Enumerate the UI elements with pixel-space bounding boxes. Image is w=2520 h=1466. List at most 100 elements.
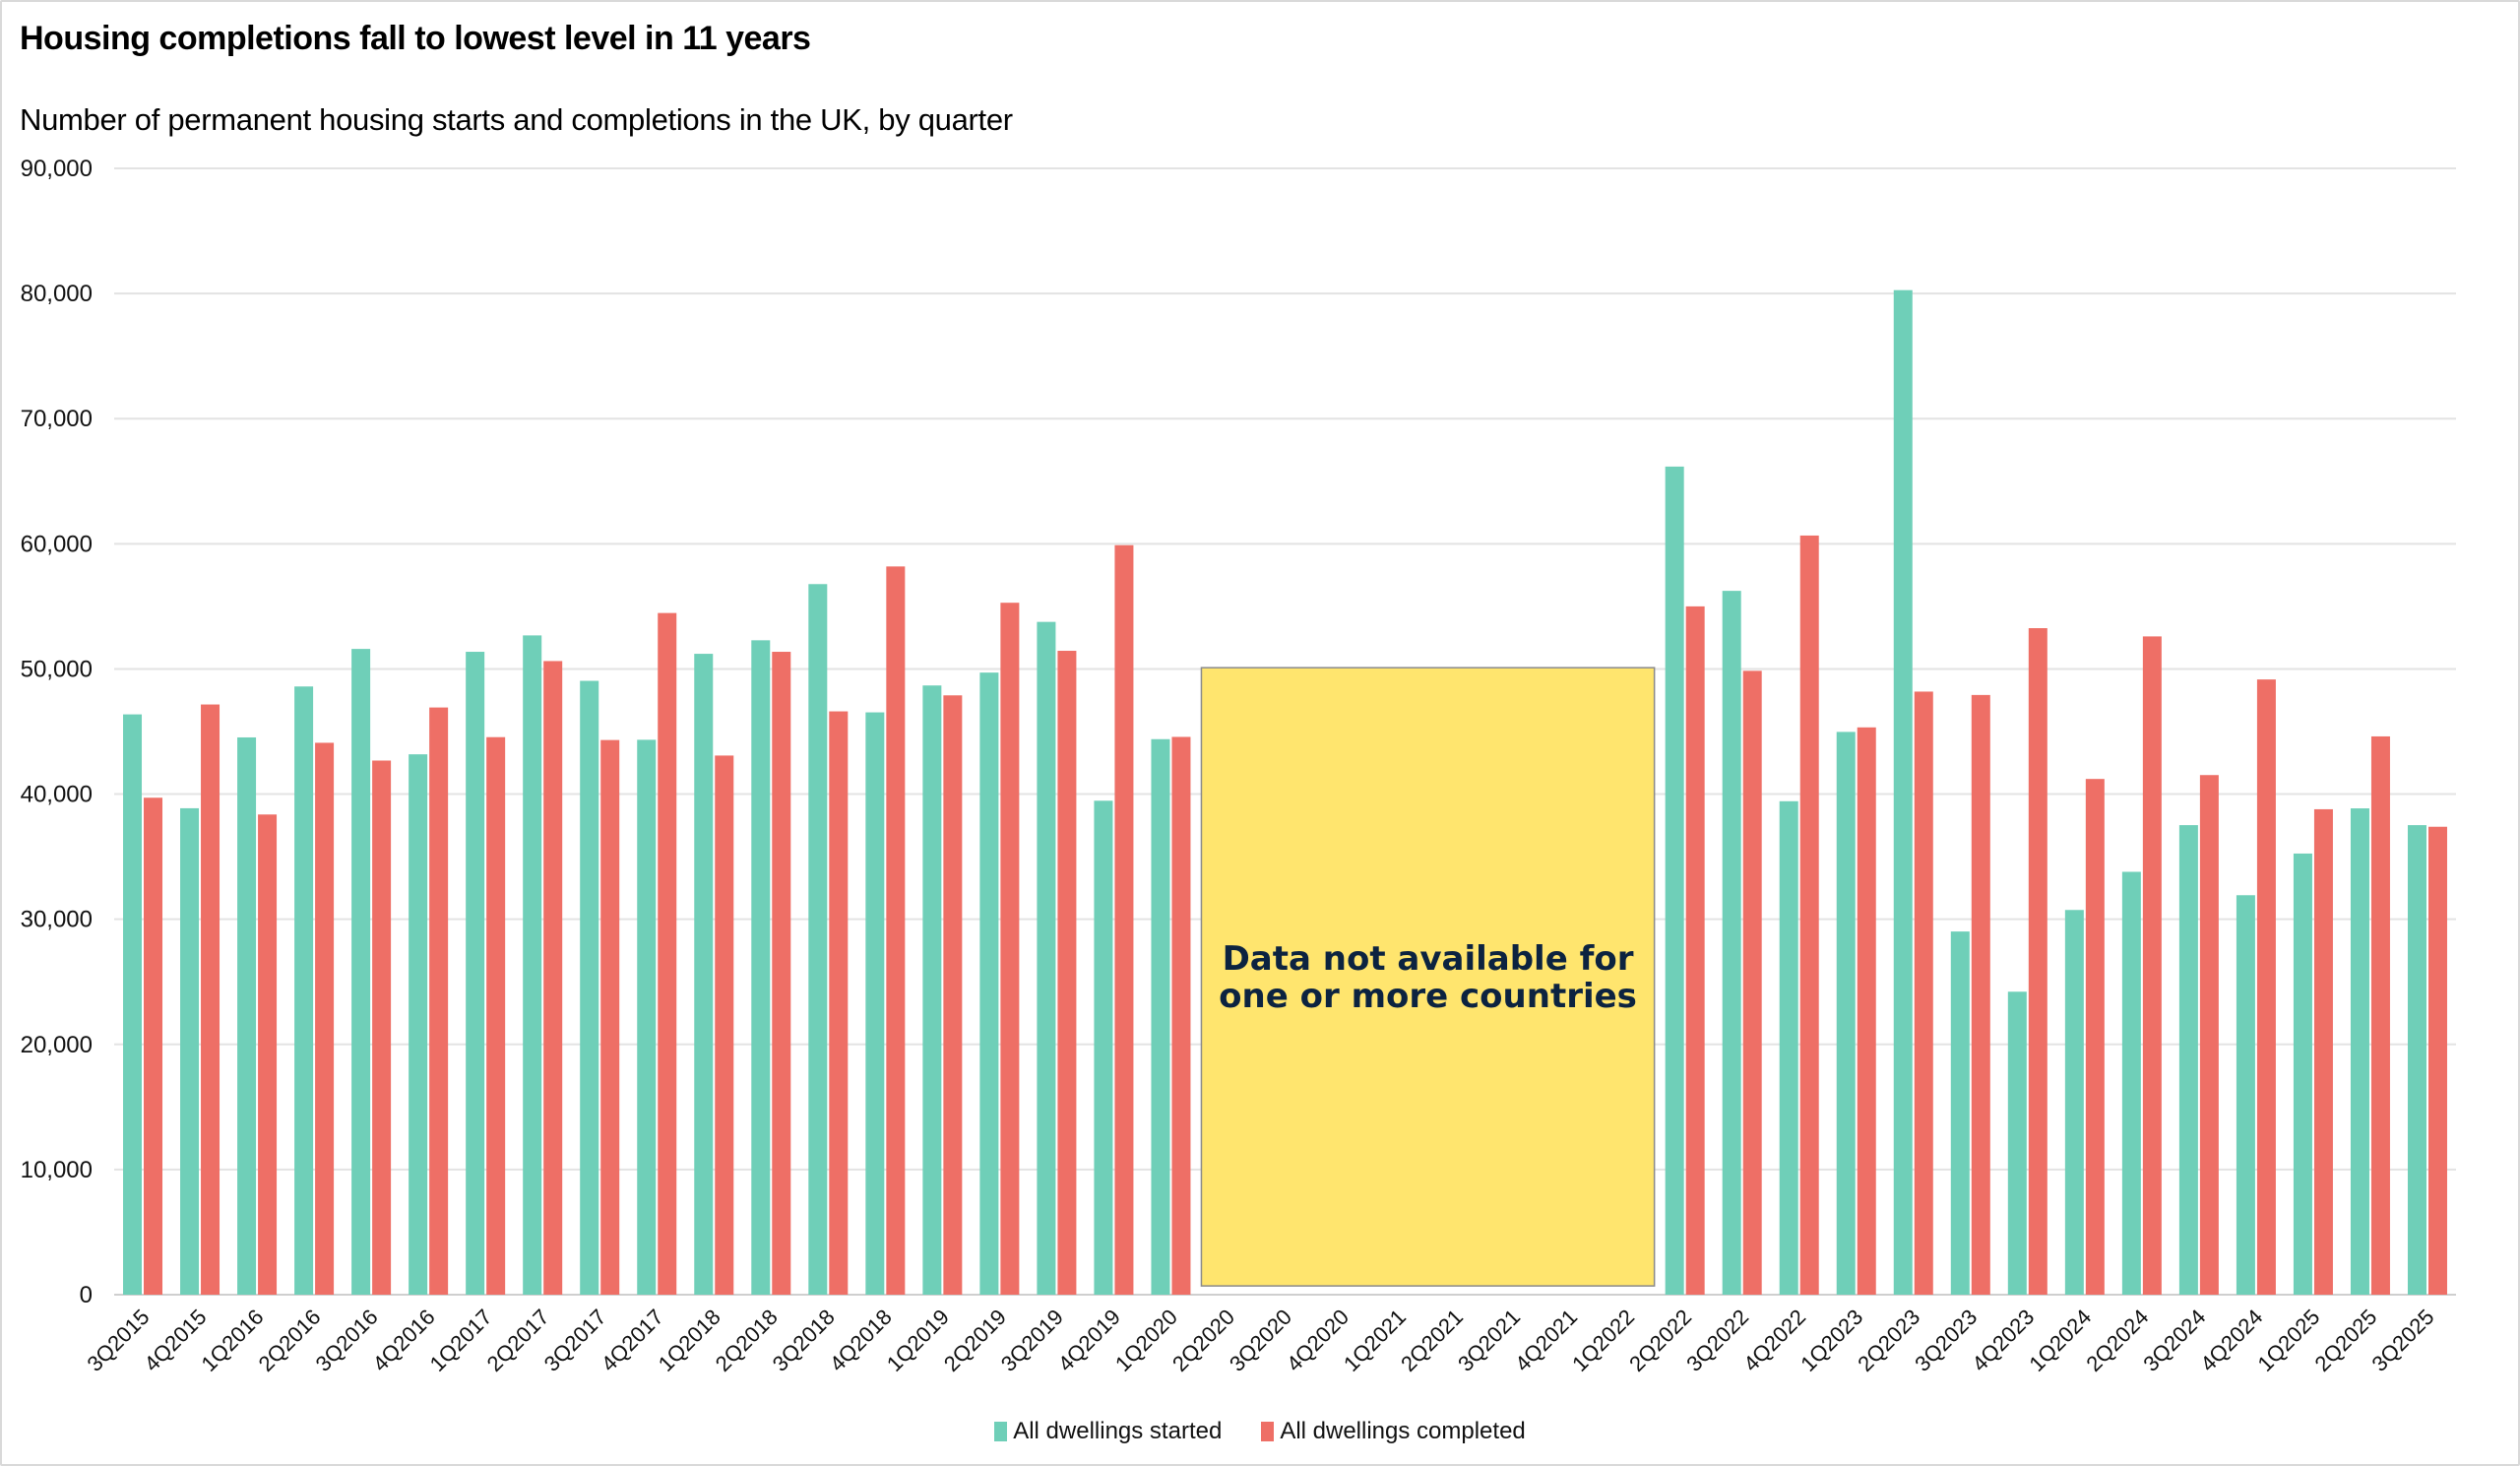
bar-completed[interactable] [2313,808,2333,1295]
bar-completed[interactable] [1685,606,1705,1295]
x-tick-label: 3Q2024 [2138,1305,2210,1376]
bar-completed[interactable] [486,736,506,1295]
bar-completed[interactable] [1914,691,1933,1295]
bar-completed[interactable] [2028,628,2048,1295]
x-tick-label: 4Q2021 [1510,1305,1582,1376]
bar-started[interactable] [2293,853,2312,1295]
bar-completed[interactable] [1171,736,1191,1295]
y-axis-ticks: 0 10,000 20,000 30,000 40,000 50,000 60,000 70,… [21,156,93,1308]
bar-completed[interactable] [2370,735,2390,1295]
bar-started[interactable] [2178,825,2198,1295]
bar-completed[interactable] [1971,694,1990,1295]
bar-started[interactable] [2350,808,2369,1295]
x-tick-label: 2Q2016 [254,1305,326,1376]
bar-started[interactable] [1037,621,1056,1295]
bar-started[interactable] [979,672,999,1295]
bar-started[interactable] [694,654,714,1295]
bar-started[interactable] [1893,289,1913,1296]
bar-started[interactable] [1665,466,1684,1296]
bar-completed[interactable] [2199,775,2219,1295]
x-tick-label: 2Q2024 [2081,1305,2153,1376]
bar-started[interactable] [1722,591,1741,1295]
x-tick-label: 3Q2015 [83,1305,155,1376]
x-tick-label: 2Q2020 [1167,1305,1239,1376]
x-tick-label: 1Q2017 [425,1305,497,1376]
chart-subtitle: Number of permanent housing starts and c… [20,102,1013,137]
bar-completed[interactable] [429,707,449,1295]
x-tick-label: 4Q2015 [140,1305,212,1376]
x-tick-label: 4Q2019 [1053,1305,1125,1376]
bar-started[interactable] [351,649,371,1295]
bar-started[interactable] [808,584,828,1295]
bar-completed[interactable] [1057,651,1077,1295]
bar-completed[interactable] [1114,544,1134,1295]
bar-started[interactable] [2121,871,2141,1295]
bar-completed[interactable] [315,742,335,1295]
legend-label-started: All dwellings started [1013,1418,1223,1444]
bar-started[interactable] [2007,991,2027,1295]
bar-completed[interactable] [772,652,791,1295]
bar-started[interactable] [580,680,599,1295]
y-tick-label: 20,000 [21,1032,93,1058]
bar-started[interactable] [180,807,200,1295]
bar-started[interactable] [409,754,428,1295]
x-tick-label: 2Q2023 [1853,1305,1924,1376]
x-tick-label: 4Q2022 [1738,1305,1810,1376]
x-tick-label: 1Q2019 [882,1305,954,1376]
bar-completed[interactable] [2085,779,2105,1295]
y-tick-label: 90,000 [21,156,93,182]
bar-completed[interactable] [372,760,392,1295]
legend-item-completed[interactable]: All dwellings completed [1261,1418,1526,1445]
bar-started[interactable] [1094,800,1113,1295]
bar-started[interactable] [1836,732,1856,1295]
bar-started[interactable] [1950,931,1970,1295]
legend-swatch-started [994,1422,1008,1441]
bar-started[interactable] [2236,895,2255,1295]
x-tick-label: 4Q2023 [1967,1305,2039,1376]
bar-started[interactable] [751,640,771,1295]
bar-completed[interactable] [144,797,163,1295]
bar-started[interactable] [637,739,657,1295]
x-tick-label: 3Q2019 [996,1305,1068,1376]
bar-completed[interactable] [600,739,620,1295]
bar-completed[interactable] [258,814,278,1295]
bar-completed[interactable] [2142,636,2162,1295]
y-tick-label: 70,000 [21,406,93,432]
bar-completed[interactable] [943,695,963,1295]
x-tick-label: 4Q2020 [1282,1305,1354,1376]
bar-started[interactable] [1151,738,1170,1295]
bar-started[interactable] [523,635,542,1295]
y-tick-label: 30,000 [21,907,93,933]
bar-started[interactable] [237,736,257,1295]
bar-started[interactable] [865,712,885,1295]
bar-completed[interactable] [1000,603,1020,1295]
bar-completed[interactable] [829,711,849,1295]
bar-completed[interactable] [715,755,734,1295]
bar-completed[interactable] [201,704,220,1295]
bar-completed[interactable] [2256,679,2276,1295]
bar-completed[interactable] [1799,535,1819,1295]
bar-started[interactable] [294,686,314,1295]
bar-completed[interactable] [543,661,563,1295]
y-tick-label: 40,000 [21,782,93,808]
bar-started[interactable] [466,652,485,1295]
bar-started[interactable] [2064,910,2084,1295]
x-tick-label: 2Q2018 [711,1305,783,1376]
bar-started[interactable] [123,714,143,1295]
bar-completed[interactable] [1857,727,1876,1295]
x-tick-label: 4Q2016 [368,1305,440,1376]
bar-started[interactable] [2407,825,2426,1295]
bar-started[interactable] [1779,800,1798,1295]
bars [123,289,2447,1296]
x-tick-label: 3Q2022 [1681,1305,1753,1376]
legend-item-started[interactable]: All dwellings started [994,1418,1222,1445]
chart-title: Housing completions fall to lowest level… [20,20,811,57]
bar-started[interactable] [922,685,942,1295]
bar-completed[interactable] [886,566,906,1295]
bar-completed[interactable] [1742,670,1762,1295]
annotation-text: one or more countries [1219,977,1637,1016]
bar-completed[interactable] [2427,826,2447,1295]
x-tick-label: 4Q2024 [2195,1305,2267,1376]
bar-completed[interactable] [658,612,677,1295]
